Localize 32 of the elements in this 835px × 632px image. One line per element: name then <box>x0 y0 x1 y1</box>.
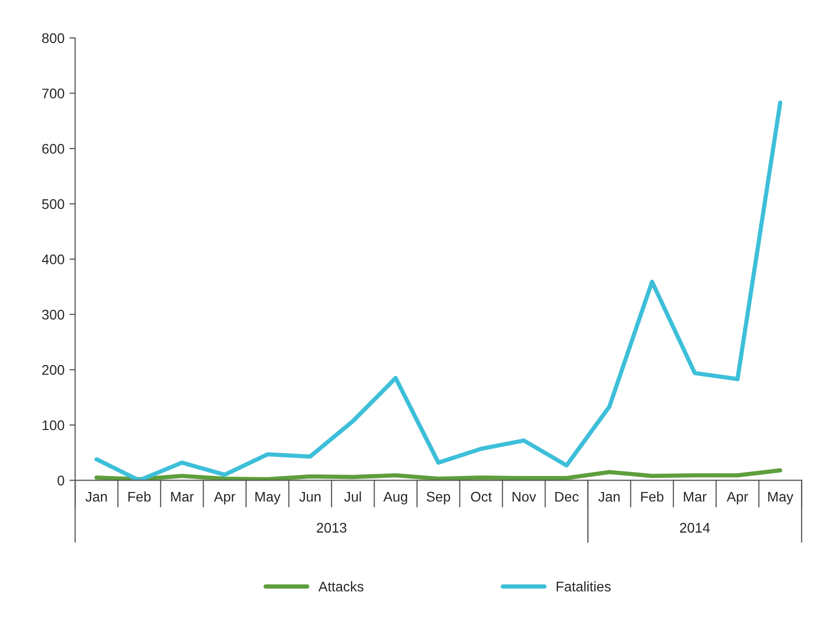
x-tick-label: Dec <box>555 492 579 502</box>
line-series <box>94 100 782 480</box>
x-tick-label: Feb <box>128 491 151 502</box>
text: 2013 <box>316 522 346 533</box>
x-tick-label: Mar <box>171 492 194 502</box>
x-tick-label: Apr <box>726 492 748 504</box>
x-tick-label: Sep <box>426 492 450 504</box>
x-tick-label: May <box>255 492 281 504</box>
y-tick-label: 700 <box>42 88 64 98</box>
x-tick-label: Aug <box>383 492 408 504</box>
x-tick-label: Jul <box>344 491 361 502</box>
x-tick-label: Feb <box>641 491 664 502</box>
y-tick-label: 200 <box>42 365 64 375</box>
y-tick-label: 800 <box>42 33 64 44</box>
x-tick-label: Nov <box>512 492 536 502</box>
y-tick-label: 0 <box>58 476 64 486</box>
y-tick-label: 500 <box>42 199 64 209</box>
line-series <box>94 468 782 480</box>
x-tick-label: Apr <box>214 492 236 504</box>
legend-label: Fatalities <box>556 581 611 592</box>
y-tick-label: 600 <box>42 144 64 154</box>
x-tick-label: Mar <box>684 492 706 502</box>
x-tick-label: May <box>768 492 794 504</box>
text: 2014 <box>680 522 710 533</box>
x-tick-label: Jun <box>299 492 320 502</box>
legend-label: Attacks <box>318 581 364 592</box>
y-tick-label: 100 <box>42 420 64 430</box>
x-tick-label: Jan <box>86 492 107 502</box>
y-tick-label: 300 <box>42 310 64 320</box>
x-tick-label: Jan <box>598 492 620 502</box>
y-tick-label: 400 <box>42 254 64 264</box>
x-tick-label: Oct <box>470 492 492 502</box>
